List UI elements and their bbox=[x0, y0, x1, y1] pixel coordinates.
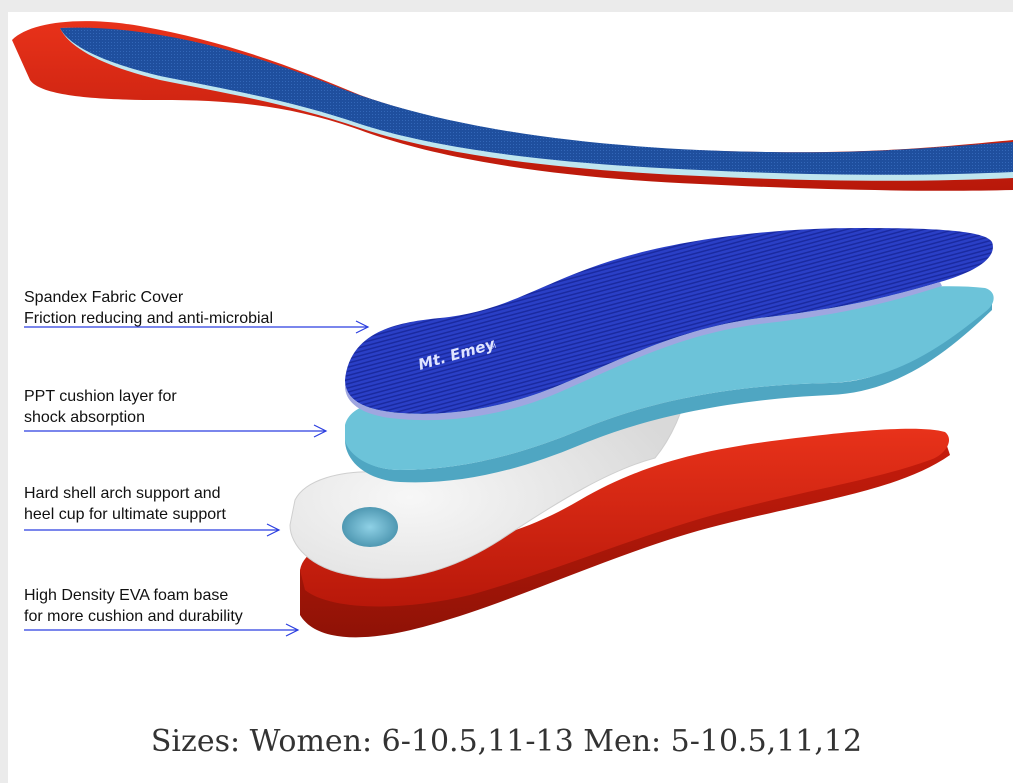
spandex-fabric-layer: Mt. Emey TM bbox=[345, 228, 993, 421]
label-eva-foam: High Density EVA foam base for more cush… bbox=[24, 585, 243, 627]
label-ppt-line1: PPT cushion layer for bbox=[24, 388, 177, 405]
spandex-fabric-edge bbox=[345, 282, 942, 421]
sizes-caption: Sizes: Women: 6-10.5,11-13 Men: 5-10.5,1… bbox=[150, 724, 863, 759]
arrow-ppt bbox=[24, 424, 328, 438]
arrow-spandex bbox=[24, 320, 370, 334]
eva-foam-top bbox=[300, 428, 950, 607]
label-hard-shell: Hard shell arch support and heel cup for… bbox=[24, 483, 226, 525]
brand-tm: TM bbox=[486, 343, 497, 352]
label-eva-line1: High Density EVA foam base bbox=[24, 587, 229, 604]
assembled-insole bbox=[12, 21, 1013, 191]
label-ppt-line2: shock absorption bbox=[24, 409, 145, 426]
label-hard-shell-line1: Hard shell arch support and bbox=[24, 485, 221, 502]
arrow-hard-shell bbox=[24, 523, 281, 537]
label-spandex-line1: Spandex Fabric Cover bbox=[24, 289, 184, 306]
callout-arrows bbox=[24, 320, 370, 637]
frame-border-top bbox=[0, 0, 1013, 12]
label-spandex-line2: Friction reducing and anti-microbial bbox=[24, 310, 273, 327]
label-eva-line2: for more cushion and durability bbox=[24, 608, 243, 625]
arrow-eva-foam bbox=[24, 623, 300, 637]
assembled-insole-fabric-top bbox=[60, 27, 1013, 175]
eva-foam-layer bbox=[300, 428, 950, 638]
label-ppt-cushion: PPT cushion layer for shock absorption bbox=[24, 386, 177, 428]
label-hard-shell-line2: heel cup for ultimate support bbox=[24, 506, 226, 523]
spandex-fabric-top bbox=[345, 228, 993, 414]
ppt-cushion-top bbox=[345, 286, 994, 470]
label-spandex-fabric: Spandex Fabric Cover Friction reducing a… bbox=[24, 287, 273, 329]
heel-pad bbox=[342, 507, 398, 547]
ppt-cushion-layer bbox=[345, 286, 994, 483]
frame-border-left bbox=[0, 0, 8, 783]
